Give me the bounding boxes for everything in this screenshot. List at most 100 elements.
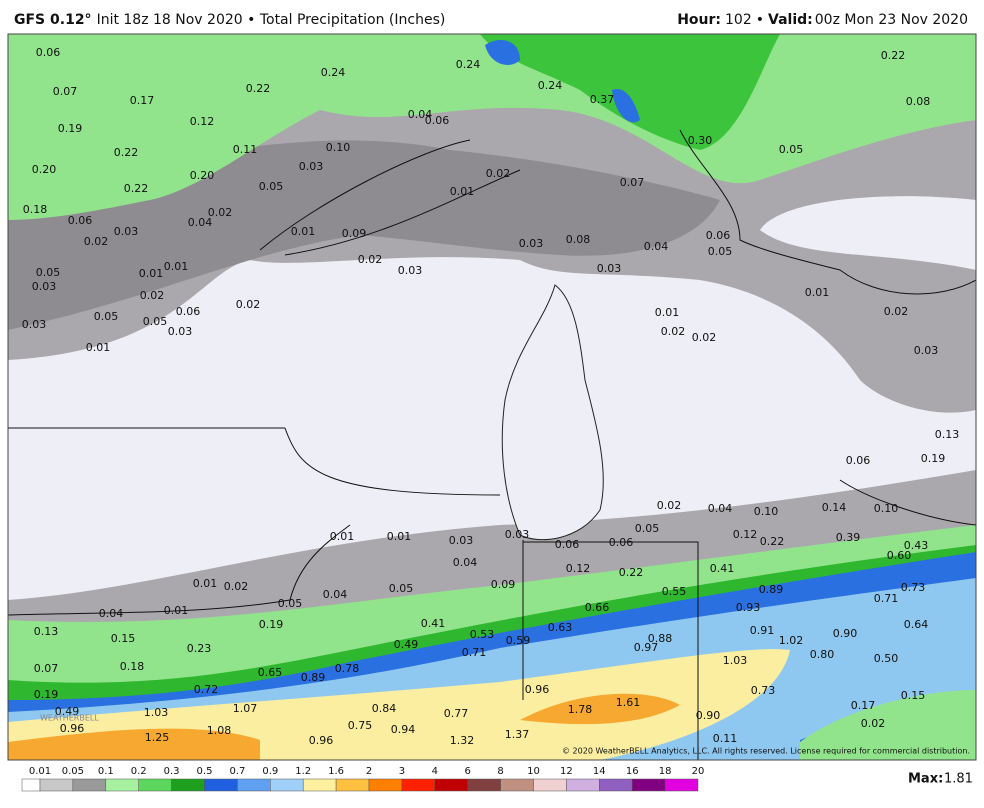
precip-label: 0.06 <box>846 454 871 467</box>
precip-label: 0.03 <box>299 160 324 173</box>
precip-label: 0.50 <box>874 652 899 665</box>
color-swatch <box>434 778 468 792</box>
precip-label: 0.02 <box>657 499 682 512</box>
precip-label: 0.41 <box>710 562 735 575</box>
precip-label: 1.02 <box>779 634 804 647</box>
map: 0.06 0.07 0.17 0.24 0.22 0.24 0.24 0.37 0.22 0.08… <box>7 33 977 761</box>
color-swatch <box>138 778 172 792</box>
precip-label: 0.15 <box>901 689 926 702</box>
dark-green-area <box>480 34 780 150</box>
precip-label: 0.13 <box>34 625 59 638</box>
max-label: Max: <box>908 772 943 787</box>
precip-label: 0.22 <box>881 49 906 62</box>
precip-label: 0.06 <box>609 536 634 549</box>
precip-label: 0.01 <box>164 604 189 617</box>
precip-label: 0.43 <box>904 539 929 552</box>
color-swatch <box>500 778 534 792</box>
precip-label: 0.01 <box>387 530 412 543</box>
precip-label: 0.18 <box>23 203 48 216</box>
precip-label: 0.90 <box>696 709 721 722</box>
legend-tick-label: 3 <box>399 766 405 777</box>
copyright: © 2020 WeatherBELL Analytics, LLC. All r… <box>562 747 970 756</box>
precip-label: 0.04 <box>99 607 124 620</box>
precip-label: 0.05 <box>94 310 119 323</box>
color-swatch <box>401 778 436 792</box>
precip-label: 0.07 <box>53 85 78 98</box>
blue-area <box>485 40 640 123</box>
precip-label: 0.93 <box>736 601 761 614</box>
precip-label: 0.05 <box>779 143 804 156</box>
precip-label: 0.63 <box>548 621 573 634</box>
precip-label: 0.08 <box>906 95 931 108</box>
precip-label: 0.91 <box>750 624 775 637</box>
precip-label: 0.55 <box>662 585 687 598</box>
precip-label: 1.03 <box>144 706 169 719</box>
header-right: Hour: 102 • Valid: 00z Mon 23 Nov 2020 <box>677 12 968 28</box>
precip-label: 0.12 <box>190 115 215 128</box>
precip-label: 0.20 <box>190 169 215 182</box>
color-swatch <box>302 778 337 792</box>
precip-label: 0.03 <box>914 344 939 357</box>
precip-label: 0.06 <box>68 214 93 227</box>
hour-label: Hour: <box>677 12 721 28</box>
precip-label: 0.07 <box>620 176 645 189</box>
precip-label: 0.90 <box>833 627 858 640</box>
precip-label: 0.13 <box>935 428 960 441</box>
precip-label: 0.06 <box>425 114 450 127</box>
valid: 00z Mon 23 Nov 2020 <box>815 12 968 28</box>
precip-label: 0.37 <box>590 93 615 106</box>
precip-label: 0.30 <box>688 134 713 147</box>
precip-label: 1.78 <box>568 703 593 716</box>
precip-label: 0.01 <box>139 267 164 280</box>
precip-label: 0.01 <box>291 225 316 238</box>
legend-tick-label: 6 <box>465 766 471 777</box>
precip-label: 0.02 <box>692 331 717 344</box>
legend: 0.01 0.05 0.1 0.2 0.3 0.5 0.7 0.9 1.2 1.6 2 3 4 6 8 10 1… <box>21 766 704 792</box>
precip-label: 0.09 <box>342 227 367 240</box>
legend-tick-label: 1.6 <box>328 766 344 777</box>
color-swatch <box>566 778 600 792</box>
legend-tick-label: 16 <box>626 766 639 777</box>
precip-label: 0.89 <box>759 583 784 596</box>
legend-tick-label: 4 <box>432 766 438 777</box>
precip-label: 0.84 <box>372 702 397 715</box>
precip-label: 0.04 <box>644 240 669 253</box>
precip-label: 0.49 <box>55 705 80 718</box>
precip-label: 0.19 <box>921 452 946 465</box>
legend-tick-label: 1.2 <box>295 766 311 777</box>
precip-label: 0.88 <box>648 632 673 645</box>
legend-tick-label: 10 <box>527 766 540 777</box>
precip-label: 0.03 <box>519 237 544 250</box>
precip-label: 0.04 <box>408 108 433 121</box>
legend-tick-label: 0.01 <box>29 766 51 777</box>
precip-label: 0.49 <box>394 638 419 651</box>
precip-label: 0.03 <box>597 262 622 275</box>
precip-label: 0.73 <box>751 684 776 697</box>
precip-label: 0.22 <box>760 535 785 548</box>
precip-label: 0.06 <box>176 305 201 318</box>
precip-label: 0.02 <box>486 167 511 180</box>
legend-tick-label: 2 <box>366 766 372 777</box>
precip-label: 0.24 <box>321 66 346 79</box>
precip-label: 0.20 <box>32 163 57 176</box>
map-frame <box>7 33 977 761</box>
precip-label: 0.06 <box>706 229 731 242</box>
color-swatch <box>599 778 633 792</box>
precip-label: 0.05 <box>143 315 168 328</box>
precip-label: 0.04 <box>323 588 348 601</box>
precip-label: 0.06 <box>555 538 580 551</box>
precip-label: 0.41 <box>421 617 446 630</box>
precip-label: 0.03 <box>168 325 193 338</box>
color-swatch <box>237 778 271 792</box>
precip-label: 0.05 <box>259 180 284 193</box>
precip-label: 0.73 <box>901 581 926 594</box>
init: Init 18z 18 Nov 2020 • Total Precipitati… <box>97 12 446 28</box>
header-left: GFS 0.12° Init 18z 18 Nov 2020 • Total Pr… <box>14 12 445 28</box>
color-swatch <box>270 778 304 792</box>
precip-label: 0.97 <box>634 641 659 654</box>
precip-label: 0.02 <box>208 206 233 219</box>
precip-label: 0.01 <box>805 286 830 299</box>
precip-label: 0.17 <box>851 699 876 712</box>
precip-label: 0.22 <box>246 82 271 95</box>
